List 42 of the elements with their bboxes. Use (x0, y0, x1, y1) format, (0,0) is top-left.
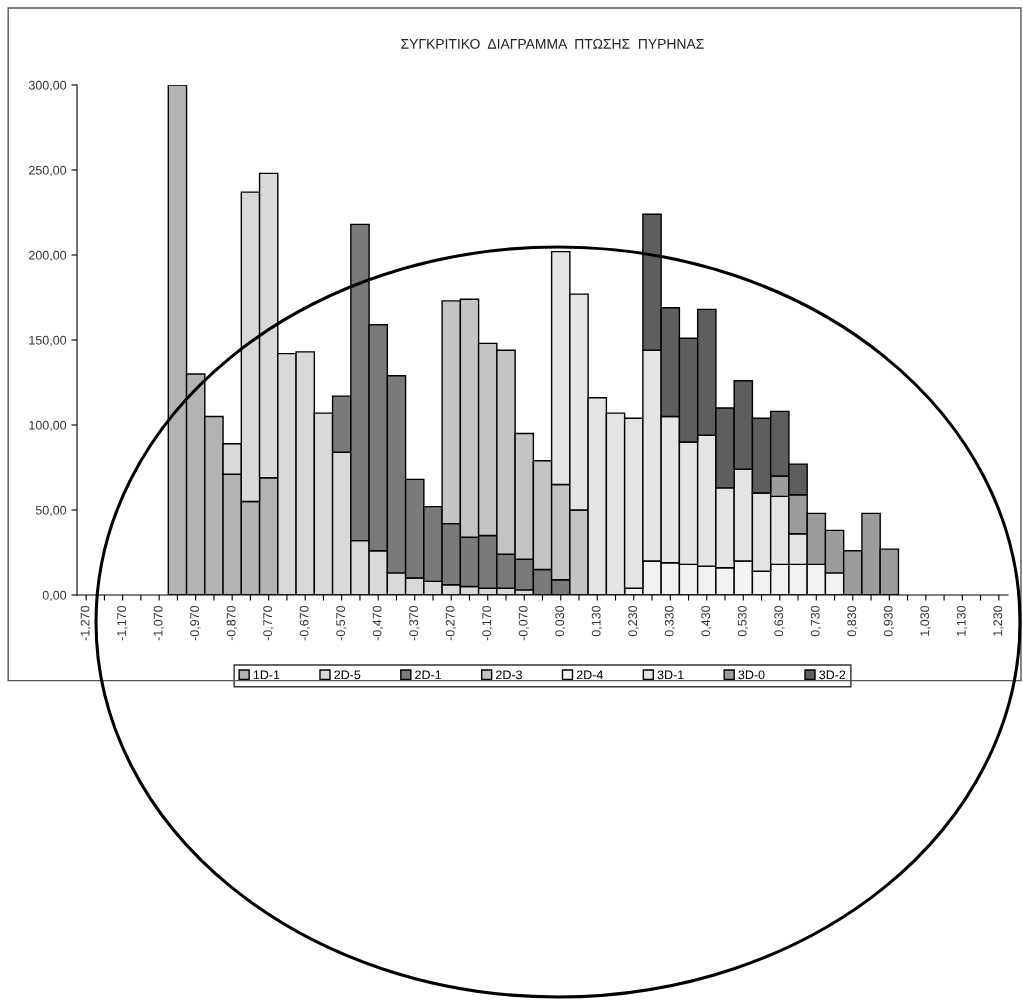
legend-label: 1D-1 (253, 670, 280, 680)
legend-label: 2D-3 (496, 670, 522, 680)
x-tick-label: -0,270 (445, 605, 457, 641)
x-tick-label: 0,230 (628, 605, 639, 637)
y-tick-label: 50,00 (35, 505, 67, 517)
x-tick-label: 0,930 (883, 605, 895, 637)
x-tick-label: -0,470 (372, 605, 384, 641)
x-tick-label: -0,170 (482, 605, 493, 641)
legend-label: 3D-2 (819, 670, 846, 680)
x-tick-label: -0,070 (518, 605, 530, 641)
y-tick-label: 300,00 (28, 80, 67, 92)
x-tick-label: -1,070 (153, 605, 164, 641)
x-tick-label: -0,370 (409, 605, 420, 641)
legend-label: 3D-0 (738, 670, 765, 680)
legend-label: 2D-1 (415, 670, 442, 680)
chart-title: ΣΥΓΚΡΙΤΙΚΟ ΔΙΑΓΡΑΜΜΑ ΠΤΩΣΗΣ ΠΥΡΗΝΑΣ (401, 38, 704, 49)
y-tick-label: 150,00 (29, 335, 67, 347)
x-tick-label: -1,270 (80, 605, 91, 641)
x-tick-label: 0,830 (847, 605, 858, 637)
x-tick-label: 0,530 (737, 605, 749, 637)
legend-label: 2D-5 (334, 670, 361, 680)
y-tick-label: 200,00 (29, 250, 67, 262)
y-tick-label: 250,00 (29, 165, 67, 177)
y-tick-label: 100,00 (29, 420, 67, 432)
x-tick-label: 0,430 (701, 605, 712, 637)
x-tick-label: -0,970 (190, 605, 201, 641)
x-tick-label: -0,570 (336, 605, 347, 641)
x-tick-label: 1,030 (920, 605, 931, 636)
legend-label: 2D-4 (576, 670, 603, 680)
x-tick-label: -1,170 (117, 605, 128, 641)
x-tick-label: -0,770 (263, 605, 274, 641)
legend-label: 3D-1 (657, 670, 684, 680)
x-tick-label: 0,130 (591, 605, 603, 637)
x-tick-label: -0,670 (299, 605, 311, 641)
x-tick-label: 0,030 (555, 605, 566, 637)
x-tick-label: 0,730 (810, 605, 822, 637)
x-tick-label: 1,130 (956, 605, 968, 636)
y-tick-label: 0,00 (42, 590, 67, 602)
x-tick-label: -0,870 (226, 605, 238, 641)
x-tick-label: 1,230 (993, 605, 1004, 636)
x-tick-label: 0,630 (774, 605, 785, 637)
x-tick-label: 0,330 (664, 605, 676, 637)
